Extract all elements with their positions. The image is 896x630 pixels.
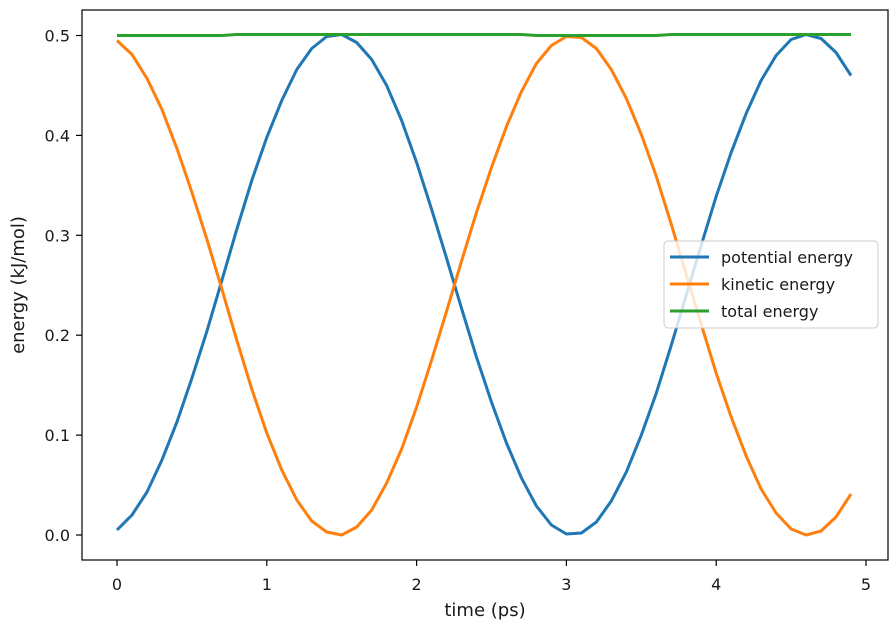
x-axis-label: time (ps) [444,600,525,621]
legend: potential energy kinetic energy total en… [663,240,879,329]
y-tick-label: 0.0 [45,526,70,545]
x-axis: 0 1 2 3 4 5 [112,560,871,594]
x-tick-label: 5 [861,575,871,594]
y-tick-label: 0.1 [45,426,70,445]
y-tick-label: 0.3 [45,226,70,245]
legend-box [663,240,879,329]
y-axis: 0.0 0.1 0.2 0.3 0.4 0.5 [45,27,82,545]
x-tick-label: 1 [262,575,272,594]
kinetic-energy-line [115,35,853,537]
x-tick-label: 3 [561,575,571,594]
y-tick-label: 0.2 [45,326,70,345]
x-tick-label: 4 [711,575,721,594]
x-tick-label: 0 [112,575,122,594]
plot-lines [115,33,853,537]
potential-energy-line [115,33,853,536]
y-tick-label: 0.5 [45,27,70,46]
legend-label-total: total energy [721,302,818,321]
x-tick-label: 2 [412,575,422,594]
y-tick-label: 0.4 [45,126,70,145]
plot-frame [81,9,889,561]
y-axis-label: energy (kJ/mol) [8,216,29,354]
legend-label-potential: potential energy [721,248,853,267]
legend-label-kinetic: kinetic energy [721,275,835,294]
total-energy-line [117,33,851,37]
